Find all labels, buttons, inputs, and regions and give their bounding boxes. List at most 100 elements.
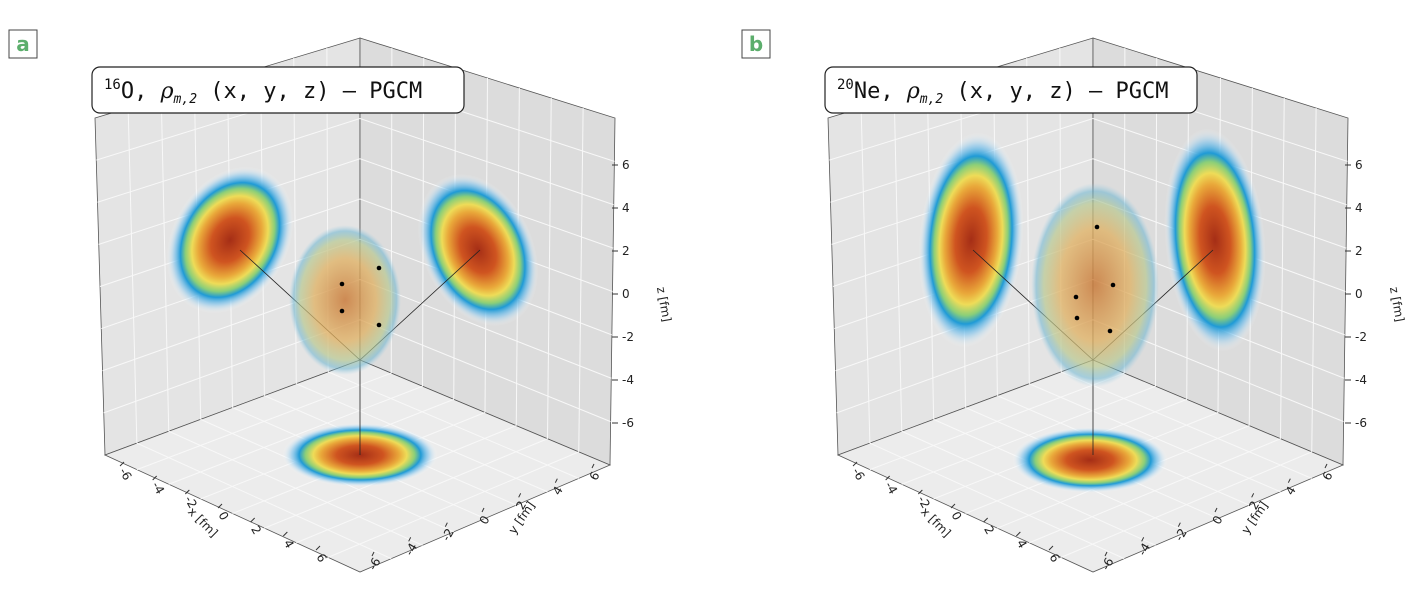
title-box [824, 66, 1198, 114]
y-tick [1324, 463, 1328, 469]
density-projection [1164, 128, 1266, 352]
title-rho: ρ [906, 79, 920, 104]
nucleon-center [1073, 294, 1079, 300]
nucleon-center [1074, 315, 1080, 321]
title-rest: (x, y, z) – PGCM [197, 79, 422, 104]
density-cloud [1031, 183, 1159, 387]
grid-line [296, 438, 548, 544]
z-tick-label: 0 [1355, 287, 1363, 301]
x-tick-label: 2 [981, 523, 997, 537]
y-tick [1214, 507, 1218, 513]
nucleon-center [339, 308, 345, 314]
x-tick-label: 0 [215, 509, 231, 523]
plot-title: 16O, ρm,2 (x, y, z) – PGCM [104, 77, 422, 107]
x-tick [1015, 531, 1021, 537]
x-axis-label: x [fm] [185, 504, 220, 539]
x-tick-label: 6 [1046, 551, 1062, 565]
y-tick [481, 507, 485, 513]
panel-label-box [8, 29, 38, 59]
y-tick [371, 551, 375, 557]
x-tick [217, 503, 223, 509]
x-tick [983, 517, 989, 523]
panel: 20Ne, ρm,2 (x, y, z) – PGCMb6420-2-4-6z … [741, 29, 1407, 573]
x-tick [119, 461, 125, 467]
density-cloud [289, 225, 401, 375]
x-tick-label: -6 [849, 465, 867, 482]
nucleon-center [1107, 328, 1113, 334]
grid-line [1280, 97, 1285, 439]
nucleon-center [376, 322, 382, 328]
density-projection [1012, 427, 1168, 493]
x-tick-label: 4 [1014, 537, 1030, 551]
z-tick-label: 4 [622, 201, 630, 215]
z-tick-label: -4 [622, 373, 634, 387]
z-axis-label: z [fm] [654, 286, 674, 323]
x-tick [852, 461, 858, 467]
z-tick-label: 6 [622, 158, 630, 172]
title-sub: m,2 [919, 92, 944, 107]
grid-line [578, 107, 584, 452]
title-box [91, 66, 465, 114]
grid-line [1060, 451, 1312, 558]
z-tick-label: -6 [1355, 416, 1367, 430]
nucleon-center [1110, 282, 1116, 288]
density-projection [918, 132, 1024, 348]
grid-line [547, 97, 552, 439]
x-tick-label: 4 [281, 537, 297, 551]
y-tick [444, 522, 448, 527]
y-tick [1287, 478, 1291, 483]
grid-line [359, 279, 612, 379]
y-tick [1141, 537, 1145, 542]
z-tick-label: 2 [1355, 244, 1363, 258]
x-tick-label: 6 [313, 551, 329, 565]
grid-line [1060, 371, 1312, 479]
grid-line [327, 371, 579, 479]
title-mass: 16 [104, 77, 121, 93]
z-tick-label: -6 [622, 416, 634, 430]
x-tick [1048, 545, 1054, 551]
nucleon-center [376, 265, 382, 271]
x-tick [950, 503, 956, 509]
grid-line [1029, 438, 1281, 544]
z-tick-label: 0 [622, 287, 630, 301]
y-tick [1177, 522, 1181, 527]
grid-line [1029, 383, 1281, 493]
y-tick [1104, 551, 1108, 557]
grid-line [359, 319, 611, 423]
density-projection [166, 166, 294, 314]
title-mass: 20 [837, 77, 854, 93]
x-tick [282, 531, 288, 537]
title-element: Ne, [854, 79, 907, 104]
plot-title: 20Ne, ρm,2 (x, y, z) – PGCM [837, 77, 1168, 107]
x-axis-label: x [fm] [918, 504, 953, 539]
x-tick-label: 2 [248, 523, 264, 537]
panel-label: b [749, 32, 763, 56]
z-tick-label: 4 [1355, 201, 1363, 215]
z-tick-label: -2 [622, 330, 634, 344]
x-tick [917, 489, 923, 495]
nucleon-center [1094, 224, 1100, 230]
y-tick [554, 478, 558, 483]
z-tick-label: -4 [1355, 373, 1367, 387]
panel-label: a [16, 32, 30, 56]
x-tick [315, 545, 321, 551]
x-tick [885, 475, 891, 481]
title-rho: ρ [160, 79, 174, 104]
y-tick [1251, 493, 1255, 498]
title-sub: m,2 [173, 92, 198, 107]
title-rest: (x, y, z) – PGCM [943, 79, 1168, 104]
x-tick-label: -6 [116, 465, 134, 482]
y-tick [591, 463, 595, 469]
grid-line [327, 451, 579, 558]
y-tick [408, 537, 412, 542]
z-tick-label: 6 [1355, 158, 1363, 172]
x-tick [152, 475, 158, 481]
nucleon-center [339, 281, 345, 287]
title-element: O, [121, 79, 161, 104]
z-axis-label: z [fm] [1387, 286, 1407, 323]
panel: 16O, ρm,2 (x, y, z) – PGCM a 6 4 2 0 -2 -4 -6 z [… [8, 29, 674, 573]
panel-label-box [741, 29, 771, 59]
density-projection [417, 173, 539, 327]
y-tick [518, 493, 522, 498]
